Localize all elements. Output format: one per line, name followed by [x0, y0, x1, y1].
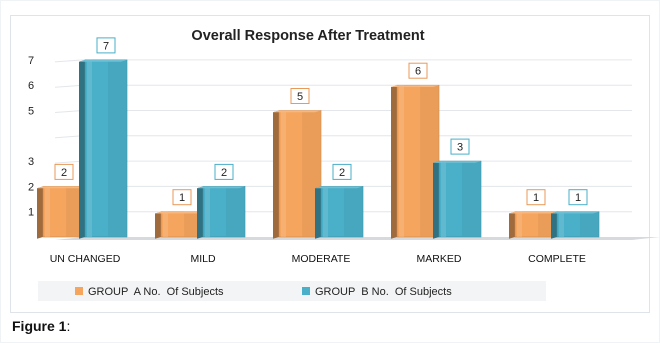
gridline — [54, 110, 632, 113]
bar — [79, 59, 128, 239]
svg-text:6: 6 — [415, 66, 421, 78]
chart-floor — [55, 237, 660, 240]
data-label: 2 — [332, 163, 352, 180]
category-label: MILD — [190, 253, 216, 265]
category-label: COMPLETE — [528, 253, 586, 265]
y-tick-label: 3 — [28, 156, 34, 168]
y-tick-label: 5 — [28, 106, 34, 118]
gridline — [54, 135, 632, 139]
svg-text:2: 2 — [221, 167, 227, 179]
category-label: MODERATE — [292, 253, 351, 265]
y-tick-label: 6 — [28, 80, 34, 92]
legend-swatch — [75, 287, 83, 295]
y-axis-ticks: 1 2 3 5 6 7 — [28, 55, 34, 219]
data-label: 3 — [450, 138, 470, 155]
data-label: 1 — [526, 189, 546, 206]
x-axis-categories: UN CHANGED MILD MODERATE MARKED COMPLETE — [50, 253, 586, 265]
svg-text:1: 1 — [533, 192, 539, 204]
floor-plane — [55, 237, 660, 240]
legend-item: GROUP B No. Of Subjects — [302, 286, 452, 298]
bars — [37, 59, 600, 239]
svg-text:7: 7 — [103, 40, 109, 52]
gridline — [54, 84, 632, 88]
bar — [37, 186, 86, 239]
bar — [391, 84, 440, 239]
y-tick-label: 2 — [28, 181, 34, 193]
bar — [197, 186, 246, 239]
legend-label: GROUP A No. Of Subjects — [88, 286, 224, 298]
bar — [155, 211, 204, 239]
svg-text:1: 1 — [179, 192, 185, 204]
figure-caption-label: Figure 1 — [12, 318, 67, 334]
gridline — [54, 59, 632, 63]
legend-item: GROUP A No. Of Subjects — [75, 286, 224, 298]
legend-label: GROUP B No. Of Subjects — [315, 286, 452, 298]
svg-text:3: 3 — [457, 142, 463, 154]
figure-caption-suffix: : — [66, 318, 71, 334]
data-label: 7 — [96, 37, 116, 54]
category-label: MARKED — [417, 253, 462, 265]
svg-text:1: 1 — [575, 192, 581, 204]
bar — [433, 160, 482, 239]
data-label: 1 — [568, 189, 588, 206]
data-label: 1 — [172, 189, 192, 206]
data-label: 5 — [290, 88, 310, 104]
legend-background — [38, 281, 546, 301]
category-label: UN CHANGED — [50, 253, 121, 265]
legend-swatch — [302, 287, 310, 295]
data-label: 6 — [408, 62, 428, 79]
svg-text:2: 2 — [61, 167, 67, 179]
data-label: 2 — [214, 163, 234, 180]
bar — [509, 211, 558, 239]
data-label: 2 — [54, 163, 74, 180]
bar — [273, 110, 322, 239]
chart: Overall Response After Treatment 123567 … — [28, 28, 660, 301]
legend: GROUP A No. Of Subjects GROUP B No. Of Su… — [38, 281, 546, 301]
gridline — [54, 160, 632, 164]
bar — [315, 186, 364, 239]
bar — [551, 211, 600, 239]
y-tick-label: 1 — [28, 207, 34, 219]
svg-text:2: 2 — [339, 167, 345, 179]
chart-title: Overall Response After Treatment — [191, 28, 424, 44]
y-tick-label: 7 — [28, 55, 34, 67]
figure-caption: Figure 1: — [12, 318, 70, 334]
svg-text:5: 5 — [297, 91, 303, 103]
